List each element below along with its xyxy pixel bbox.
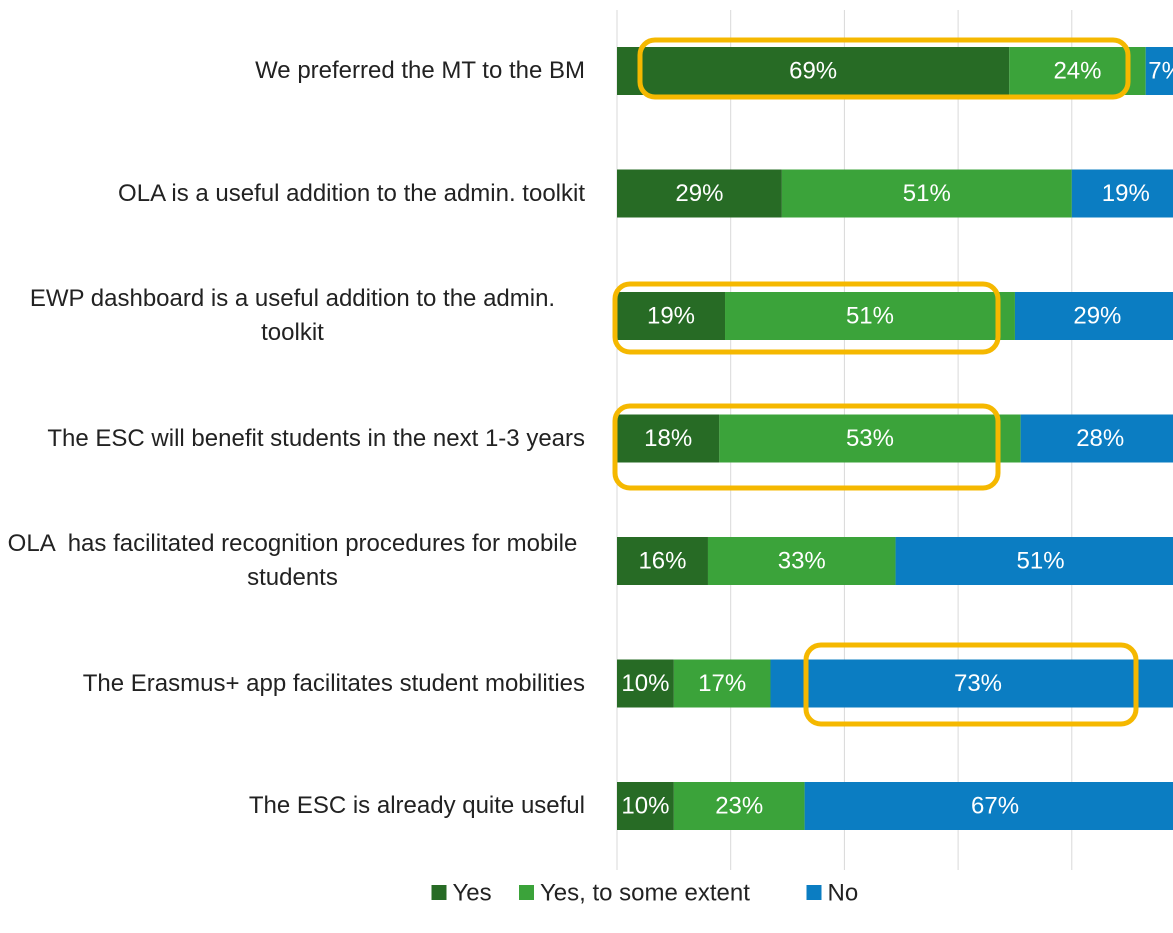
value-label: 29%	[675, 180, 723, 207]
category-label: We preferred the MT to the BM	[255, 57, 585, 84]
bar-segment	[804, 782, 1173, 830]
bar-segment	[781, 169, 1072, 218]
bar-segment	[1020, 414, 1173, 463]
legend-label: Yes, to some extent	[540, 880, 750, 907]
category-label-box: The ESC is already quite useful	[0, 756, 585, 856]
category-label: OLA is a useful addition to the admin. t…	[118, 179, 585, 207]
highlight-box	[803, 642, 1139, 727]
bar-segment	[617, 414, 720, 463]
bar-segment	[770, 659, 1173, 708]
bar-segment	[895, 537, 1173, 585]
category-label: The Erasmus+ app facilitates student mob…	[82, 669, 585, 697]
bar-segment	[707, 537, 896, 585]
bar-segment	[1145, 47, 1173, 95]
bar-segment	[617, 782, 674, 830]
value-label: 51%	[1017, 548, 1065, 575]
legend-swatch	[806, 885, 822, 900]
bar-segment	[617, 169, 782, 218]
value-label: 69%	[789, 58, 837, 85]
value-label: 10%	[621, 793, 669, 820]
category-label-box: EWP dashboard is a useful addition to th…	[0, 266, 585, 366]
value-label: 53%	[846, 425, 894, 452]
bar-segment	[617, 47, 1010, 95]
category-label: The ESC is already quite useful	[248, 792, 585, 819]
highlight-box	[637, 37, 1131, 100]
category-label-box: We preferred the MT to the BM	[0, 21, 585, 121]
value-label: 10%	[621, 670, 669, 697]
value-label: 24%	[1053, 58, 1101, 85]
bar-segment	[673, 782, 805, 830]
legend-swatch	[519, 885, 534, 900]
bar-segment	[617, 292, 726, 340]
legend-label: No	[828, 880, 859, 907]
value-label: 29%	[1073, 303, 1121, 330]
value-label: 23%	[715, 793, 763, 820]
category-label-box: OLA is a useful addition to the admin. t…	[0, 144, 585, 244]
bar-segment	[1014, 292, 1173, 340]
legend-label: Yes	[453, 880, 492, 907]
category-label-box: The Erasmus+ app facilitates student mob…	[0, 634, 585, 734]
category-label-box: The ESC will benefit students in the nex…	[0, 389, 585, 489]
category-label-box: OLA has facilitated recognition procedur…	[0, 511, 585, 611]
legend-swatch	[431, 885, 447, 900]
bar-segment	[673, 659, 771, 708]
value-label: 51%	[903, 180, 951, 207]
value-label: 33%	[778, 548, 826, 575]
highlight-box	[612, 281, 1001, 355]
category-label: EWP dashboard is a useful addition to th…	[29, 285, 562, 346]
bar-segment	[1071, 169, 1173, 218]
category-label: OLA has facilitated recognition procedur…	[7, 530, 584, 591]
value-label: 19%	[647, 303, 695, 330]
bar-segment	[1009, 47, 1146, 95]
bar-segment	[725, 292, 1015, 340]
value-label: 16%	[638, 548, 686, 575]
value-label: 73%	[954, 670, 1002, 697]
value-label: 18%	[644, 425, 692, 452]
value-label: 17%	[698, 670, 746, 697]
value-label: 51%	[846, 303, 894, 330]
value-label: 67%	[971, 793, 1019, 820]
category-label: The ESC will benefit students in the nex…	[47, 424, 585, 452]
bar-segment	[617, 659, 674, 708]
value-label: 7%	[1148, 58, 1173, 85]
bar-segment	[617, 537, 708, 585]
highlight-box	[612, 403, 1001, 491]
value-label: 28%	[1076, 425, 1124, 452]
value-label: 19%	[1102, 180, 1150, 207]
bar-segment	[719, 414, 1021, 463]
